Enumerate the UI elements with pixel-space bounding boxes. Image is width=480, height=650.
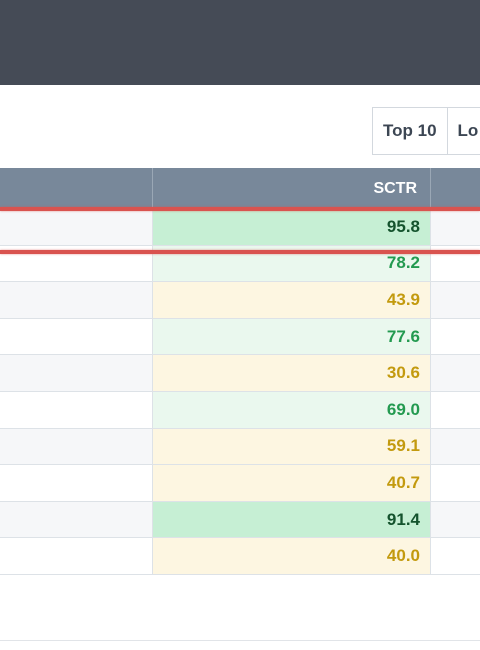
sctr-value-cell: 40.7 bbox=[152, 465, 431, 501]
table-row[interactable]: 30.6 bbox=[0, 355, 480, 392]
sctr-value-cell: 43.9 bbox=[152, 282, 431, 318]
top-10-button[interactable]: Top 10 bbox=[372, 107, 448, 155]
table-footer-divider bbox=[0, 640, 480, 641]
table-row[interactable]: 95.8 bbox=[0, 209, 480, 246]
highlight-box-top-edge bbox=[0, 207, 480, 211]
top-header-bar bbox=[0, 0, 480, 85]
table-row[interactable]: 69.0 bbox=[0, 391, 480, 429]
table-row[interactable]: 91.4 bbox=[0, 501, 480, 539]
lowest-filter-button[interactable]: Lo bbox=[447, 107, 480, 155]
table-row[interactable]: 77.6 bbox=[0, 318, 480, 356]
sctr-value-cell: 40.0 bbox=[152, 538, 431, 574]
sctr-value-cell: 77.6 bbox=[152, 318, 431, 355]
sctr-value-cell: 95.8 bbox=[152, 209, 431, 245]
table-row[interactable]: 40.7 bbox=[0, 465, 480, 502]
table-header-row: SCTR bbox=[0, 168, 480, 209]
table-row[interactable]: 59.1 bbox=[0, 428, 480, 466]
table-row[interactable]: 40.0 bbox=[0, 538, 480, 575]
filter-button-group: Top 10 Lo bbox=[372, 107, 480, 155]
table-body: 95.8 78.2 43.9 77.6 30.6 69.0 59.1 40.7 91.4 40.0 bbox=[0, 209, 480, 575]
sctr-value-cell: 59.1 bbox=[152, 428, 431, 465]
sctr-table: SCTR 95.8 78.2 43.9 77.6 30.6 69.0 59.1 40.7 91.… bbox=[0, 168, 480, 575]
table-row[interactable]: 43.9 bbox=[0, 282, 480, 319]
sctr-column-header[interactable]: SCTR bbox=[152, 168, 431, 209]
sctr-value-cell: 30.6 bbox=[152, 355, 431, 391]
highlight-box-bottom-edge bbox=[0, 250, 480, 254]
sctr-value-cell: 69.0 bbox=[152, 391, 431, 428]
sctr-value-cell: 91.4 bbox=[152, 501, 431, 538]
